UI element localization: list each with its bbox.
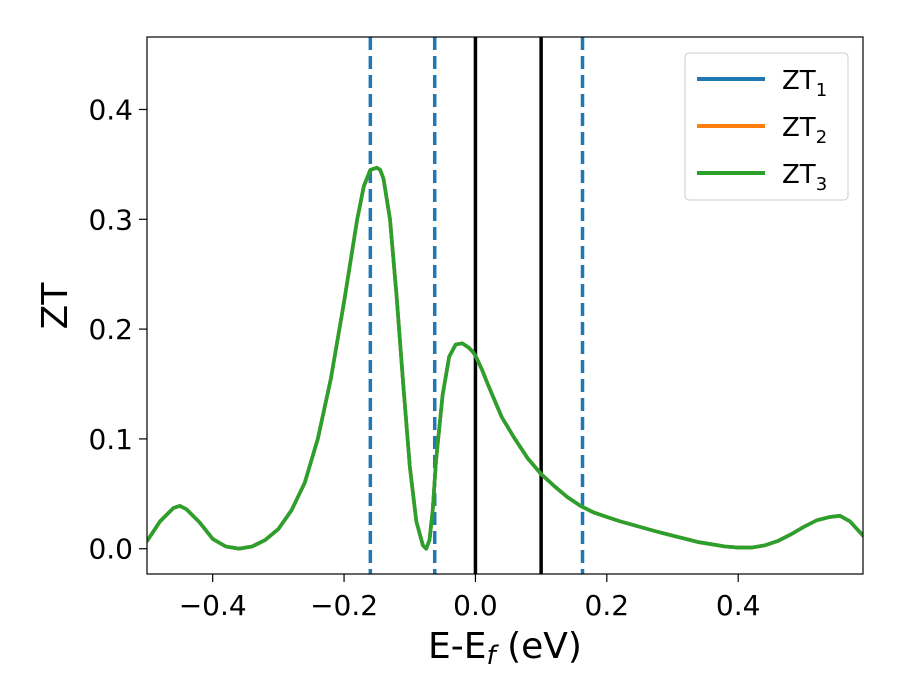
legend-label-zt3: ZT3: [782, 160, 827, 195]
y-tick-label: 0.2: [88, 313, 133, 346]
x-tick-label: 0.2: [585, 589, 630, 622]
y-tick-label: 0.3: [88, 203, 133, 236]
legend-label-zt1: ZT1: [782, 66, 827, 101]
y-tick-label: 0.0: [88, 533, 133, 566]
x-tick-label: −0.4: [179, 589, 247, 622]
legend-label-zt2: ZT2: [782, 113, 827, 148]
y-tick-label: 0.4: [88, 93, 133, 126]
legend-box: [684, 52, 849, 201]
legend: ZT1 ZT2 ZT3: [684, 52, 849, 201]
series-line-zt3: [147, 165, 863, 551]
x-axis-label: E-Ef (eV): [428, 626, 582, 671]
x-tick-label: −0.2: [310, 589, 378, 622]
y-tick-label: 0.1: [88, 423, 133, 456]
x-tick-label: 0.4: [716, 589, 761, 622]
x-tick-label: 0.0: [453, 589, 498, 622]
y-axis-label: ZT: [35, 282, 76, 330]
plot-frame: [146, 36, 864, 575]
